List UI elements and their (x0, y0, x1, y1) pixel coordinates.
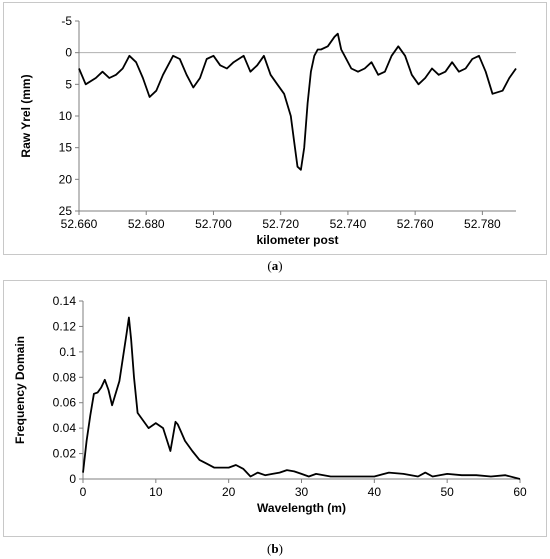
y-axis-title: Frequency Domain (13, 336, 27, 444)
caption-b-open: ( (267, 541, 272, 556)
y-tick-label: 15 (59, 141, 73, 155)
x-tick-label: 0 (80, 485, 87, 499)
x-axis-title: kilometer post (256, 233, 338, 247)
y-tick-label: 10 (59, 109, 73, 123)
x-tick-label: 10 (149, 485, 163, 499)
chart-panel-b: 0 0.02 0.04 0.06 0.08 0.1 0.12 0.14 0 10 20 30 40 50 6… (3, 280, 547, 537)
x-tick-label: 52.660 (61, 217, 98, 231)
y-tick-label: 0.12 (53, 319, 77, 333)
x-tick-label: 50 (440, 485, 454, 499)
caption-a-letter: a (271, 258, 279, 273)
x-tick-label: 52.760 (397, 217, 434, 231)
x-tick-label: 52.740 (330, 217, 367, 231)
y-tick-label: 0.04 (53, 421, 77, 435)
caption-b-letter: b (271, 541, 279, 556)
y-tick-label: 0 (69, 472, 76, 486)
x-tick-label: 40 (368, 485, 382, 499)
y-axis-title: Raw Yrel (mm) (19, 74, 33, 157)
x-tick-label: 52.680 (128, 217, 165, 231)
x-tick-label: 52.780 (464, 217, 501, 231)
x-tick-label: 52.700 (195, 217, 232, 231)
x-tick-label: 60 (513, 485, 527, 499)
y-tick-label: 25 (59, 204, 73, 218)
x-tick-label: 52.720 (262, 217, 299, 231)
x-tick-label: 30 (295, 485, 309, 499)
caption-a-open: ( (267, 258, 272, 273)
x-tick-label: 20 (222, 485, 236, 499)
y-tick-label: 0 (65, 46, 72, 60)
y-tick-label: 0.08 (53, 370, 77, 384)
chart-panel-a: -5 0 5 10 15 20 25 52.660 52.680 52.700 52.720 52.7… (3, 2, 547, 255)
caption-a: (a) (0, 258, 550, 274)
y-tick-label: 0.02 (53, 447, 77, 461)
y-tick-label: -5 (61, 14, 72, 28)
caption-b: (b) (0, 541, 550, 557)
chart-b-svg: 0 0.02 0.04 0.06 0.08 0.1 0.12 0.14 0 10 20 30 40 50 6… (13, 294, 527, 515)
y-tick-label: 20 (59, 172, 73, 186)
y-tick-label: 0.14 (53, 294, 77, 308)
x-axis-title: Wavelength (m) (257, 501, 346, 515)
series-line-1 (82, 316, 521, 480)
caption-b-close: ) (278, 541, 283, 556)
y-tick-label: 0.1 (59, 345, 76, 359)
y-tick-label: 5 (65, 77, 72, 91)
series-line-1 (78, 32, 517, 171)
y-tick-label: 0.06 (53, 396, 77, 410)
caption-a-close: ) (278, 258, 283, 273)
